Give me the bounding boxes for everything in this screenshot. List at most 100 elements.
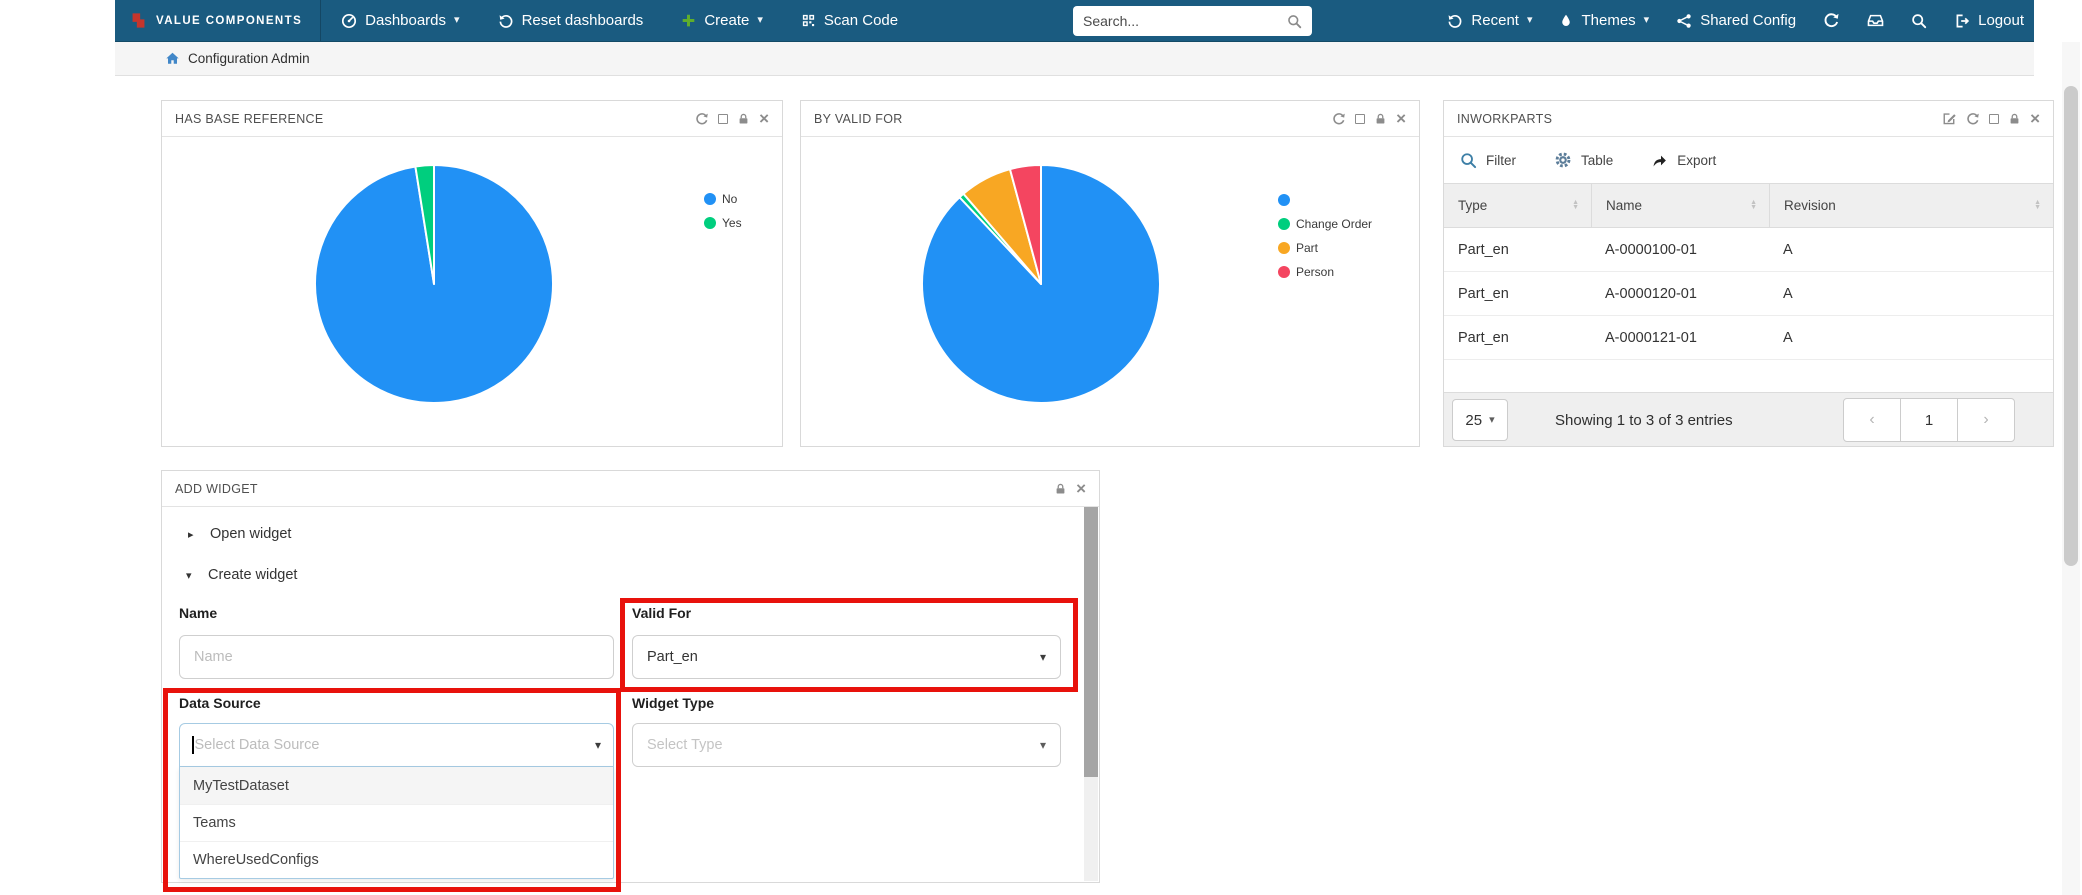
legend-label: No bbox=[722, 192, 738, 206]
column-header-revision[interactable]: Revision ▲ ▼ bbox=[1769, 184, 2053, 227]
legend-item[interactable]: Part bbox=[1278, 236, 1372, 260]
open-widget-toggle[interactable]: ▸ Open widget bbox=[188, 526, 292, 542]
nav-item-shared-config[interactable]: Shared Config bbox=[1676, 12, 1796, 29]
lock-icon[interactable] bbox=[1054, 482, 1067, 496]
column-header-type[interactable]: Type ▲ ▼ bbox=[1458, 198, 1579, 213]
history-icon bbox=[1447, 13, 1463, 29]
chevron-down-icon: ▾ bbox=[1526, 14, 1533, 26]
legend-item[interactable]: Change Order bbox=[1278, 212, 1372, 236]
legend-item[interactable] bbox=[1278, 188, 1372, 212]
nav-item-themes[interactable]: Themes ▾ bbox=[1559, 12, 1649, 29]
undo-icon bbox=[498, 13, 514, 29]
nav-item-label: Recent bbox=[1471, 12, 1519, 29]
nav-item-scan-code[interactable]: Scan Code bbox=[801, 12, 898, 29]
widget-title: INWORKPARTS bbox=[1457, 111, 1553, 126]
close-icon[interactable]: × bbox=[759, 109, 769, 128]
nav-inbox-button[interactable] bbox=[1867, 12, 1884, 29]
name-input[interactable] bbox=[179, 635, 614, 679]
valid-for-value: Part_en bbox=[647, 649, 698, 665]
search-icon[interactable] bbox=[1287, 14, 1302, 29]
widget-title: ADD WIDGET bbox=[175, 481, 258, 496]
nav-search-button[interactable] bbox=[1911, 13, 1927, 29]
legend-item[interactable]: No bbox=[704, 187, 742, 211]
nav-refresh-button[interactable] bbox=[1823, 12, 1840, 29]
page-size-select[interactable]: 25 ▾ bbox=[1452, 399, 1508, 441]
maximize-icon[interactable] bbox=[1355, 113, 1366, 124]
table-settings-button[interactable]: Table bbox=[1554, 151, 1613, 169]
search-box bbox=[1073, 6, 1312, 36]
text-cursor bbox=[192, 736, 194, 754]
maximize-icon[interactable] bbox=[1989, 113, 2000, 124]
table-toolbar: Filter Table Export bbox=[1444, 137, 2053, 183]
pagination: ‹ 1 › bbox=[1843, 398, 2015, 442]
nav-item-create[interactable]: Create ▾ bbox=[681, 12, 763, 29]
nav-item-label: Create bbox=[704, 12, 750, 29]
data-source-combobox[interactable]: Select Data Source ▾ bbox=[179, 723, 614, 767]
legend-item[interactable]: Yes bbox=[704, 211, 742, 235]
table-cell: A-0000100-01 bbox=[1605, 241, 1697, 258]
legend-item[interactable]: Person bbox=[1278, 260, 1372, 284]
nav-item-logout[interactable]: Logout bbox=[1954, 12, 2024, 29]
panel-scrollbar-thumb[interactable] bbox=[1084, 507, 1098, 777]
breadcrumb-label[interactable]: Configuration Admin bbox=[188, 51, 310, 66]
widget-title: BY VALID FOR bbox=[814, 111, 903, 126]
widget-title: HAS BASE REFERENCE bbox=[175, 111, 324, 126]
sort-icon: ▲ ▼ bbox=[2034, 199, 2041, 211]
sort-icon: ▲ ▼ bbox=[1750, 199, 1757, 211]
widget-header: HAS BASE REFERENCE × bbox=[162, 101, 782, 137]
nav-divider bbox=[320, 0, 322, 41]
refresh-icon[interactable] bbox=[695, 112, 709, 126]
page-scrollbar-thumb[interactable] bbox=[2064, 86, 2078, 566]
create-widget-toggle[interactable]: ▾ Create widget bbox=[186, 567, 298, 583]
lock-icon[interactable] bbox=[2008, 112, 2021, 126]
filter-label: Filter bbox=[1486, 152, 1516, 168]
filter-magnifier-icon bbox=[1460, 152, 1477, 169]
table-footer: 25 ▾ Showing 1 to 3 of 3 entries ‹ 1 › bbox=[1444, 392, 2053, 446]
legend-label: Change Order bbox=[1296, 217, 1373, 231]
export-label: Export bbox=[1677, 152, 1717, 168]
brand[interactable]: VALUE COMPONENTS bbox=[129, 11, 302, 30]
refresh-icon[interactable] bbox=[1332, 112, 1346, 126]
panel-scrollbar-track bbox=[1084, 507, 1098, 881]
table-row[interactable]: Part_en A-0000120-01 A bbox=[1444, 272, 2053, 316]
breadcrumb: Configuration Admin bbox=[115, 42, 2034, 76]
close-icon[interactable]: × bbox=[1076, 479, 1086, 498]
filter-button[interactable]: Filter bbox=[1460, 152, 1516, 169]
previous-page-button[interactable]: ‹ bbox=[1843, 398, 1901, 442]
pie-svg bbox=[921, 164, 1161, 404]
table-row[interactable]: Part_en A-0000121-01 A bbox=[1444, 316, 2053, 360]
widget-header: BY VALID FOR × bbox=[801, 101, 1419, 137]
search-input[interactable] bbox=[1083, 13, 1287, 29]
column-header-name[interactable]: Name ▲ ▼ bbox=[1591, 184, 1769, 227]
close-icon[interactable]: × bbox=[1396, 109, 1406, 128]
data-source-option[interactable]: Teams bbox=[180, 804, 613, 841]
widget-type-label: Widget Type bbox=[632, 695, 715, 711]
widget-type-select[interactable]: Select Type ▾ bbox=[632, 723, 1061, 767]
lock-icon[interactable] bbox=[737, 112, 750, 126]
home-icon[interactable] bbox=[165, 51, 180, 66]
export-button[interactable]: Export bbox=[1651, 152, 1716, 169]
legend-dot bbox=[1278, 266, 1290, 278]
nav-item-label: Scan Code bbox=[823, 12, 899, 29]
current-page[interactable]: 1 bbox=[1900, 398, 1958, 442]
nav-item-dashboards[interactable]: Dashboards ▾ bbox=[341, 12, 460, 29]
close-icon[interactable]: × bbox=[2030, 109, 2040, 128]
maximize-icon[interactable] bbox=[718, 113, 729, 124]
data-source-option[interactable]: WhereUsedConfigs bbox=[180, 841, 613, 878]
edit-icon[interactable] bbox=[1942, 111, 1957, 126]
refresh-icon[interactable] bbox=[1966, 112, 1980, 126]
data-source-option[interactable]: MyTestDataset bbox=[180, 767, 613, 804]
share-icon bbox=[1676, 13, 1692, 29]
nav-item-recent[interactable]: Recent ▾ bbox=[1447, 12, 1532, 29]
chevron-down-icon: ▾ bbox=[454, 14, 460, 26]
showing-entries-text: Showing 1 to 3 of 3 entries bbox=[1555, 411, 1733, 429]
lock-icon[interactable] bbox=[1374, 112, 1387, 126]
widget-by-valid-for: BY VALID FOR × Change Order Part Person bbox=[800, 100, 1420, 447]
valid-for-label: Valid For bbox=[632, 605, 692, 621]
table-row[interactable]: Part_en A-0000100-01 A bbox=[1444, 228, 2053, 272]
table-header-row: Type ▲ ▼ Name ▲ ▼ Revision ▲ ▼ bbox=[1444, 183, 2053, 228]
nav-item-reset-dashboards[interactable]: Reset dashboards bbox=[498, 12, 643, 29]
valid-for-select[interactable]: Part_en ▾ bbox=[632, 635, 1061, 679]
next-page-button[interactable]: › bbox=[1957, 398, 2015, 442]
gear-icon bbox=[1554, 151, 1572, 169]
